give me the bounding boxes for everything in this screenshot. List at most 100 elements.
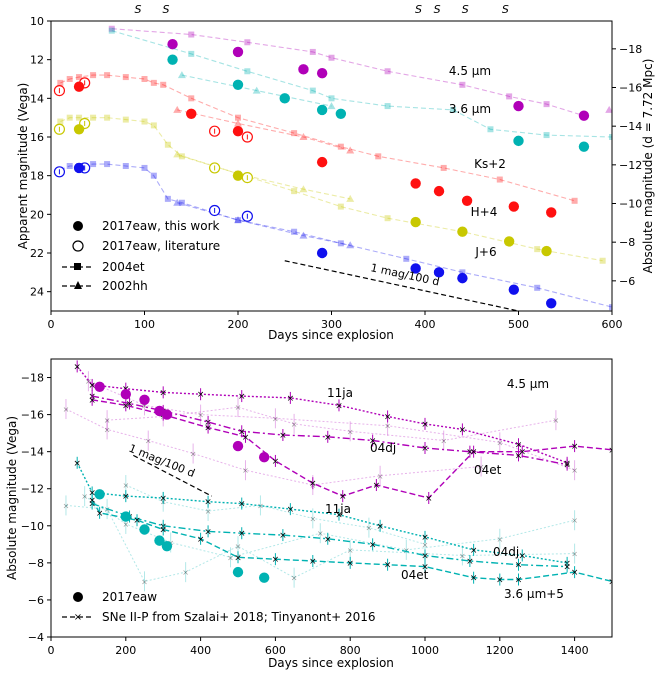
- sn2011ja-point: ×: [197, 390, 205, 400]
- sn2004et-point: [188, 31, 195, 38]
- sn2004et-point: [90, 161, 97, 168]
- legend-marker-filled: [73, 221, 83, 231]
- sn2017eaw-point: [578, 141, 590, 152]
- sn2004et-point: [459, 269, 466, 276]
- other-sn-point: ×: [403, 546, 410, 555]
- series-label: Ks+2: [474, 157, 506, 171]
- other-sn-point: ×: [122, 481, 129, 490]
- sn2004dj-point: ×: [204, 527, 212, 537]
- sn2004et-point: [328, 95, 335, 102]
- bottom-xlabel: Days since explosion: [268, 656, 394, 670]
- sn2004et-point: [291, 130, 298, 137]
- series-label: H+4: [471, 205, 498, 219]
- bottom-ytick-label: −4: [28, 631, 44, 644]
- spitzer-epoch-mark: S: [434, 3, 441, 16]
- other-sn-point: ×: [104, 416, 111, 425]
- sn2004et-point: [188, 95, 195, 102]
- sn2004et-point: [76, 74, 83, 81]
- sn2017eaw-point: [161, 540, 173, 552]
- other-sn-trace: [65, 408, 482, 486]
- other-sn-point: ×: [377, 472, 384, 481]
- sn2004et-line: [111, 28, 585, 117]
- top-ytick-label: 10: [30, 15, 44, 28]
- sn2017eaw-point: [186, 108, 197, 120]
- other-sn-point: ×: [227, 553, 234, 562]
- sn2004et-point: [150, 172, 157, 179]
- sn2002hh-point: [173, 198, 182, 206]
- sn2004et-point: [150, 79, 157, 86]
- sn2004et-point: [459, 81, 466, 88]
- sn2004et-point: [609, 134, 612, 140]
- sn2002hh-point: [299, 231, 308, 239]
- sn2004et-point: [66, 76, 73, 82]
- sn2004et-point: [309, 87, 316, 94]
- sn2017eaw-point: [258, 572, 270, 583]
- series-label: 3.6 μm+5: [504, 587, 564, 601]
- sn2017eaw-point: [73, 162, 85, 174]
- other-sn-trace: [84, 495, 575, 558]
- sn2017eaw-point: [120, 389, 131, 400]
- sn2002hh-point: [327, 102, 336, 110]
- sn2004et-point: [104, 161, 111, 168]
- sn2004et-point: [328, 54, 335, 61]
- sn2004dj-point: ×: [369, 540, 377, 550]
- sn2004et-line: [91, 499, 612, 583]
- sn-annotation: 11ja: [325, 502, 351, 516]
- sn2004dj-point: ×: [563, 563, 571, 573]
- sn2004et-point: ×: [608, 577, 616, 587]
- sn2004et-point: [122, 74, 129, 81]
- sn-annotation: 04et: [401, 568, 429, 582]
- sn2004et-point: ×: [96, 509, 104, 519]
- sn2002hh-point: [177, 71, 186, 79]
- sn2004et-point: ×: [272, 457, 280, 467]
- sn2017eaw-point: [232, 79, 244, 91]
- legend-label: 2017eaw, literature: [102, 239, 220, 253]
- sn2004et-point: [76, 114, 83, 121]
- sn2011ja-point: ×: [238, 392, 246, 402]
- bottom-xtick-label: 200: [115, 644, 136, 657]
- sn2017eaw-point: [154, 535, 165, 546]
- top-ytick-label: 20: [30, 208, 44, 221]
- sn2002hh-point: [234, 216, 242, 224]
- sn2002hh-point: [299, 133, 308, 140]
- top-ytick-right-label: −12: [619, 159, 642, 172]
- sn2011ja-point: ×: [122, 492, 130, 502]
- bottom-ylabel: Absolute magnitude (Vega): [5, 416, 19, 580]
- sn2004dj-point: ×: [324, 433, 332, 443]
- other-sn-point: ×: [317, 529, 324, 538]
- sn2004et-point: ×: [204, 424, 212, 434]
- sn2004et-point: [90, 72, 97, 79]
- sn2004dj-point: ×: [421, 551, 429, 561]
- legend-marker-cross: ×: [74, 612, 82, 623]
- sn2011ja-point: ×: [421, 420, 429, 430]
- other-sn-point: ×: [571, 550, 578, 559]
- sn2004et-point: ×: [272, 555, 280, 565]
- sn2017eaw-point: [167, 39, 178, 50]
- other-sn-point: ×: [63, 405, 70, 414]
- top-xtick-label: 400: [415, 318, 436, 331]
- sn2004et-point: ×: [234, 553, 242, 563]
- other-sn-point: ×: [291, 574, 298, 583]
- sn2017eaw-point: [546, 298, 557, 309]
- sn2004dj-point: ×: [238, 427, 246, 437]
- sn2004et-point: [90, 114, 97, 121]
- sn2004et-point: ×: [470, 448, 478, 458]
- bottom-ytick-label: −16: [21, 409, 44, 422]
- top-ytick-right-label: −6: [619, 275, 635, 288]
- top-ytick-right-label: −10: [619, 198, 642, 211]
- sn2004et-point: [141, 118, 148, 125]
- other-sn-point: ×: [440, 437, 447, 446]
- sn2004dj-point: ×: [515, 451, 523, 461]
- sn2004et-point: [66, 163, 73, 169]
- other-sn-point: ×: [63, 501, 70, 510]
- sn2011ja-point: ×: [384, 412, 392, 422]
- legend-marker-triangle: [74, 281, 82, 289]
- sn2004et-point: [104, 72, 111, 79]
- sn2004et-point: ×: [309, 479, 317, 489]
- sn2004et-point: ×: [571, 568, 579, 578]
- sn2017eaw-point: [232, 126, 244, 137]
- sn2002hh-point: [346, 194, 355, 202]
- sn2017eaw-point: [503, 236, 515, 247]
- sn2011ja-point: ×: [88, 381, 96, 391]
